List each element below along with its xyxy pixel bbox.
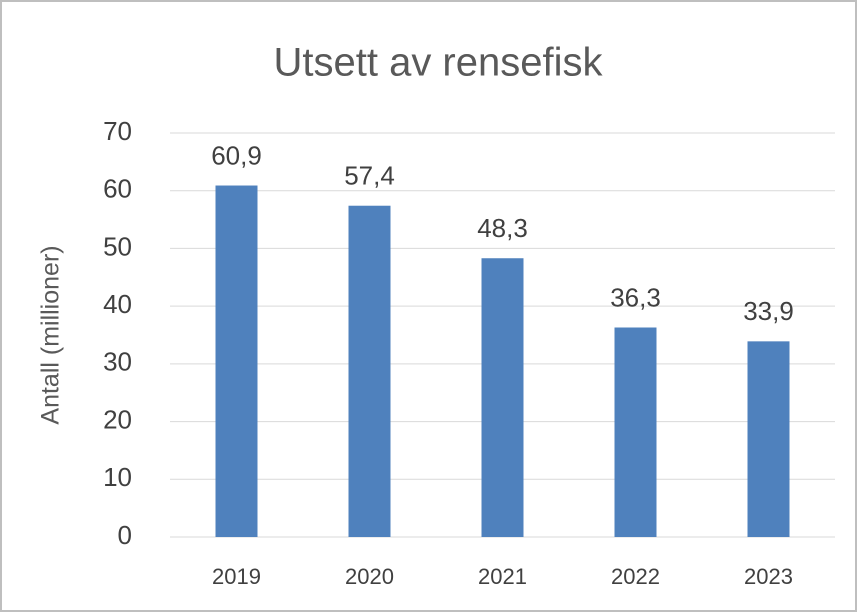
y-tick-label: 60 (103, 174, 132, 204)
bar (747, 341, 790, 537)
y-tick-label: 0 (118, 520, 132, 550)
data-label: 48,3 (477, 213, 528, 243)
x-tick-label: 2022 (611, 564, 660, 589)
bar (614, 327, 657, 537)
y-tick-label: 50 (103, 231, 132, 261)
x-tick-label: 2019 (212, 564, 261, 589)
bar (481, 258, 524, 537)
x-tick-label: 2023 (744, 564, 793, 589)
y-tick-label: 40 (103, 289, 132, 319)
y-tick-label: 20 (103, 404, 132, 434)
x-tick-label: 2020 (345, 564, 394, 589)
bar (215, 185, 258, 537)
bar (348, 205, 391, 537)
y-axis-title: Antall (millioner) (37, 245, 65, 424)
x-tick-label: 2021 (478, 564, 527, 589)
y-tick-label: 30 (103, 347, 132, 377)
y-tick-label: 10 (103, 462, 132, 492)
data-label: 36,3 (610, 282, 661, 312)
data-label: 60,9 (211, 140, 262, 170)
y-tick-label: 70 (103, 116, 132, 146)
data-label: 33,9 (743, 296, 794, 326)
chart-title: Utsett av rensefisk (273, 41, 603, 85)
data-label: 57,4 (344, 161, 395, 191)
